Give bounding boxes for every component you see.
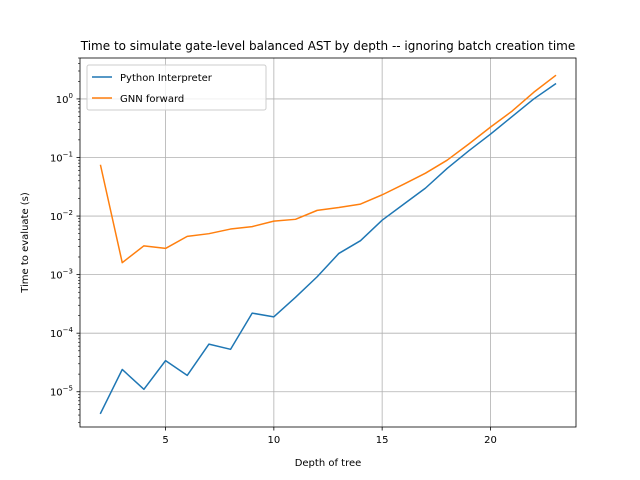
y-tick-label: 10−4	[50, 326, 74, 340]
legend: Python Interpreter GNN forward	[86, 64, 267, 111]
y-tick-label: 10−1	[50, 150, 73, 164]
legend-label-python-interpreter: Python Interpreter	[120, 73, 213, 84]
y-axis-label: Time to evaluate (s)	[20, 192, 31, 294]
y-tick-label: 10−3	[50, 268, 73, 282]
x-tick-label: 15	[376, 435, 389, 446]
plot-frame	[79, 57, 577, 428]
series-line-gnn-forward	[99, 74, 557, 264]
series-lines	[99, 74, 557, 415]
axis-ticks: 5 10 15 20 10−5 10−4 10−3 10−2 10−1 100	[50, 57, 497, 446]
chart-title: Time to simulate gate-level balanced AST…	[80, 39, 575, 53]
y-tick-label: 10−2	[50, 209, 73, 223]
x-tick-label: 10	[267, 435, 280, 446]
x-tick-label: 5	[162, 435, 168, 446]
legend-label-gnn-forward: GNN forward	[120, 94, 184, 105]
grid-lines	[80, 58, 576, 427]
x-tick-label: 20	[484, 435, 497, 446]
x-axis-label: Depth of tree	[295, 458, 362, 469]
legend-box	[86, 64, 267, 111]
series-line-python-interpreter	[99, 82, 557, 415]
y-tick-label: 100	[56, 92, 73, 106]
y-tick-label: 10−5	[50, 385, 73, 399]
